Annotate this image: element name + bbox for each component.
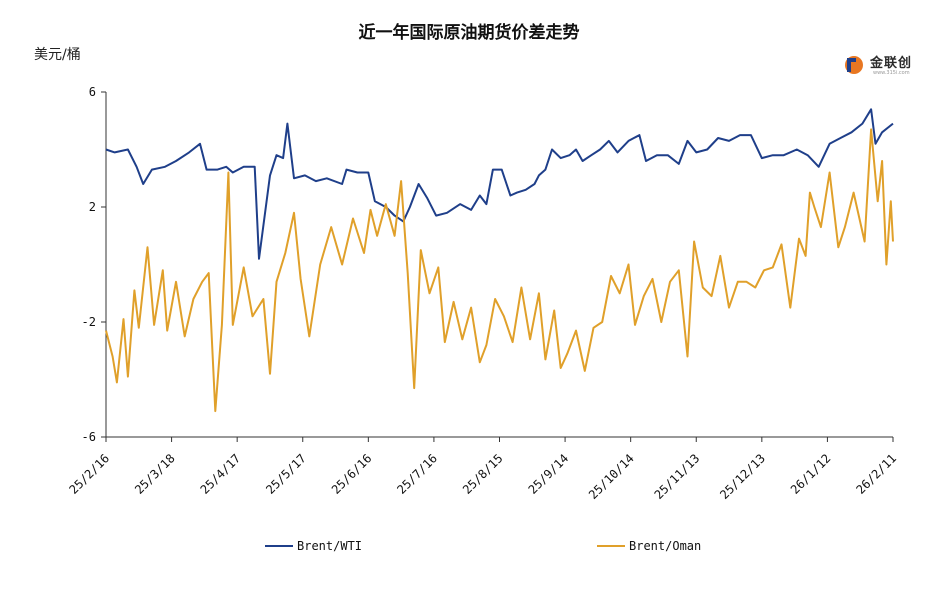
y-tick-label: 6 bbox=[89, 85, 96, 99]
legend: Brent/WTI Brent/Oman bbox=[265, 539, 701, 553]
y-tick-label: -2 bbox=[82, 315, 96, 329]
logo-wordmark: 金联创 bbox=[870, 56, 913, 71]
x-tick-label: 25/10/14 bbox=[586, 451, 637, 502]
logo-website: www.315i.com bbox=[873, 70, 910, 76]
x-tick-label: 25/12/13 bbox=[717, 451, 768, 502]
y-tick-label: 2 bbox=[89, 200, 96, 214]
y-axis-unit-label: 美元/桶 bbox=[34, 47, 81, 63]
x-tick-label: 25/5/17 bbox=[263, 451, 309, 497]
x-tick-label: 25/2/16 bbox=[66, 451, 112, 497]
x-tick-label: 25/9/14 bbox=[526, 451, 572, 497]
x-tick-label: 25/8/15 bbox=[460, 451, 506, 497]
logo-icon bbox=[845, 56, 863, 74]
x-tick-label: 26/1/12 bbox=[788, 451, 834, 497]
x-tick-label: 26/2/11 bbox=[853, 451, 899, 497]
x-tick-label: 25/6/16 bbox=[329, 451, 375, 497]
axes: 6 2 -2 -6 25/2/16 25/3/18 25/4/17 25/5/17 25/6/1… bbox=[66, 85, 899, 502]
x-tick-label: 25/3/18 bbox=[132, 451, 178, 497]
series-layer bbox=[105, 108, 894, 413]
legend-label-brent-wti: Brent/WTI bbox=[297, 539, 362, 553]
y-tick-label: -6 bbox=[82, 430, 96, 444]
series-line-brent-oman bbox=[105, 128, 894, 413]
chart-title: 近一年国际原油期货价差走势 bbox=[358, 23, 580, 43]
series-line-brent-wti bbox=[105, 108, 894, 260]
x-tick-label: 25/11/13 bbox=[652, 451, 703, 502]
x-tick-label: 25/4/17 bbox=[198, 451, 244, 497]
legend-label-brent-oman: Brent/Oman bbox=[629, 539, 701, 553]
x-tick-label: 25/7/16 bbox=[394, 451, 440, 497]
